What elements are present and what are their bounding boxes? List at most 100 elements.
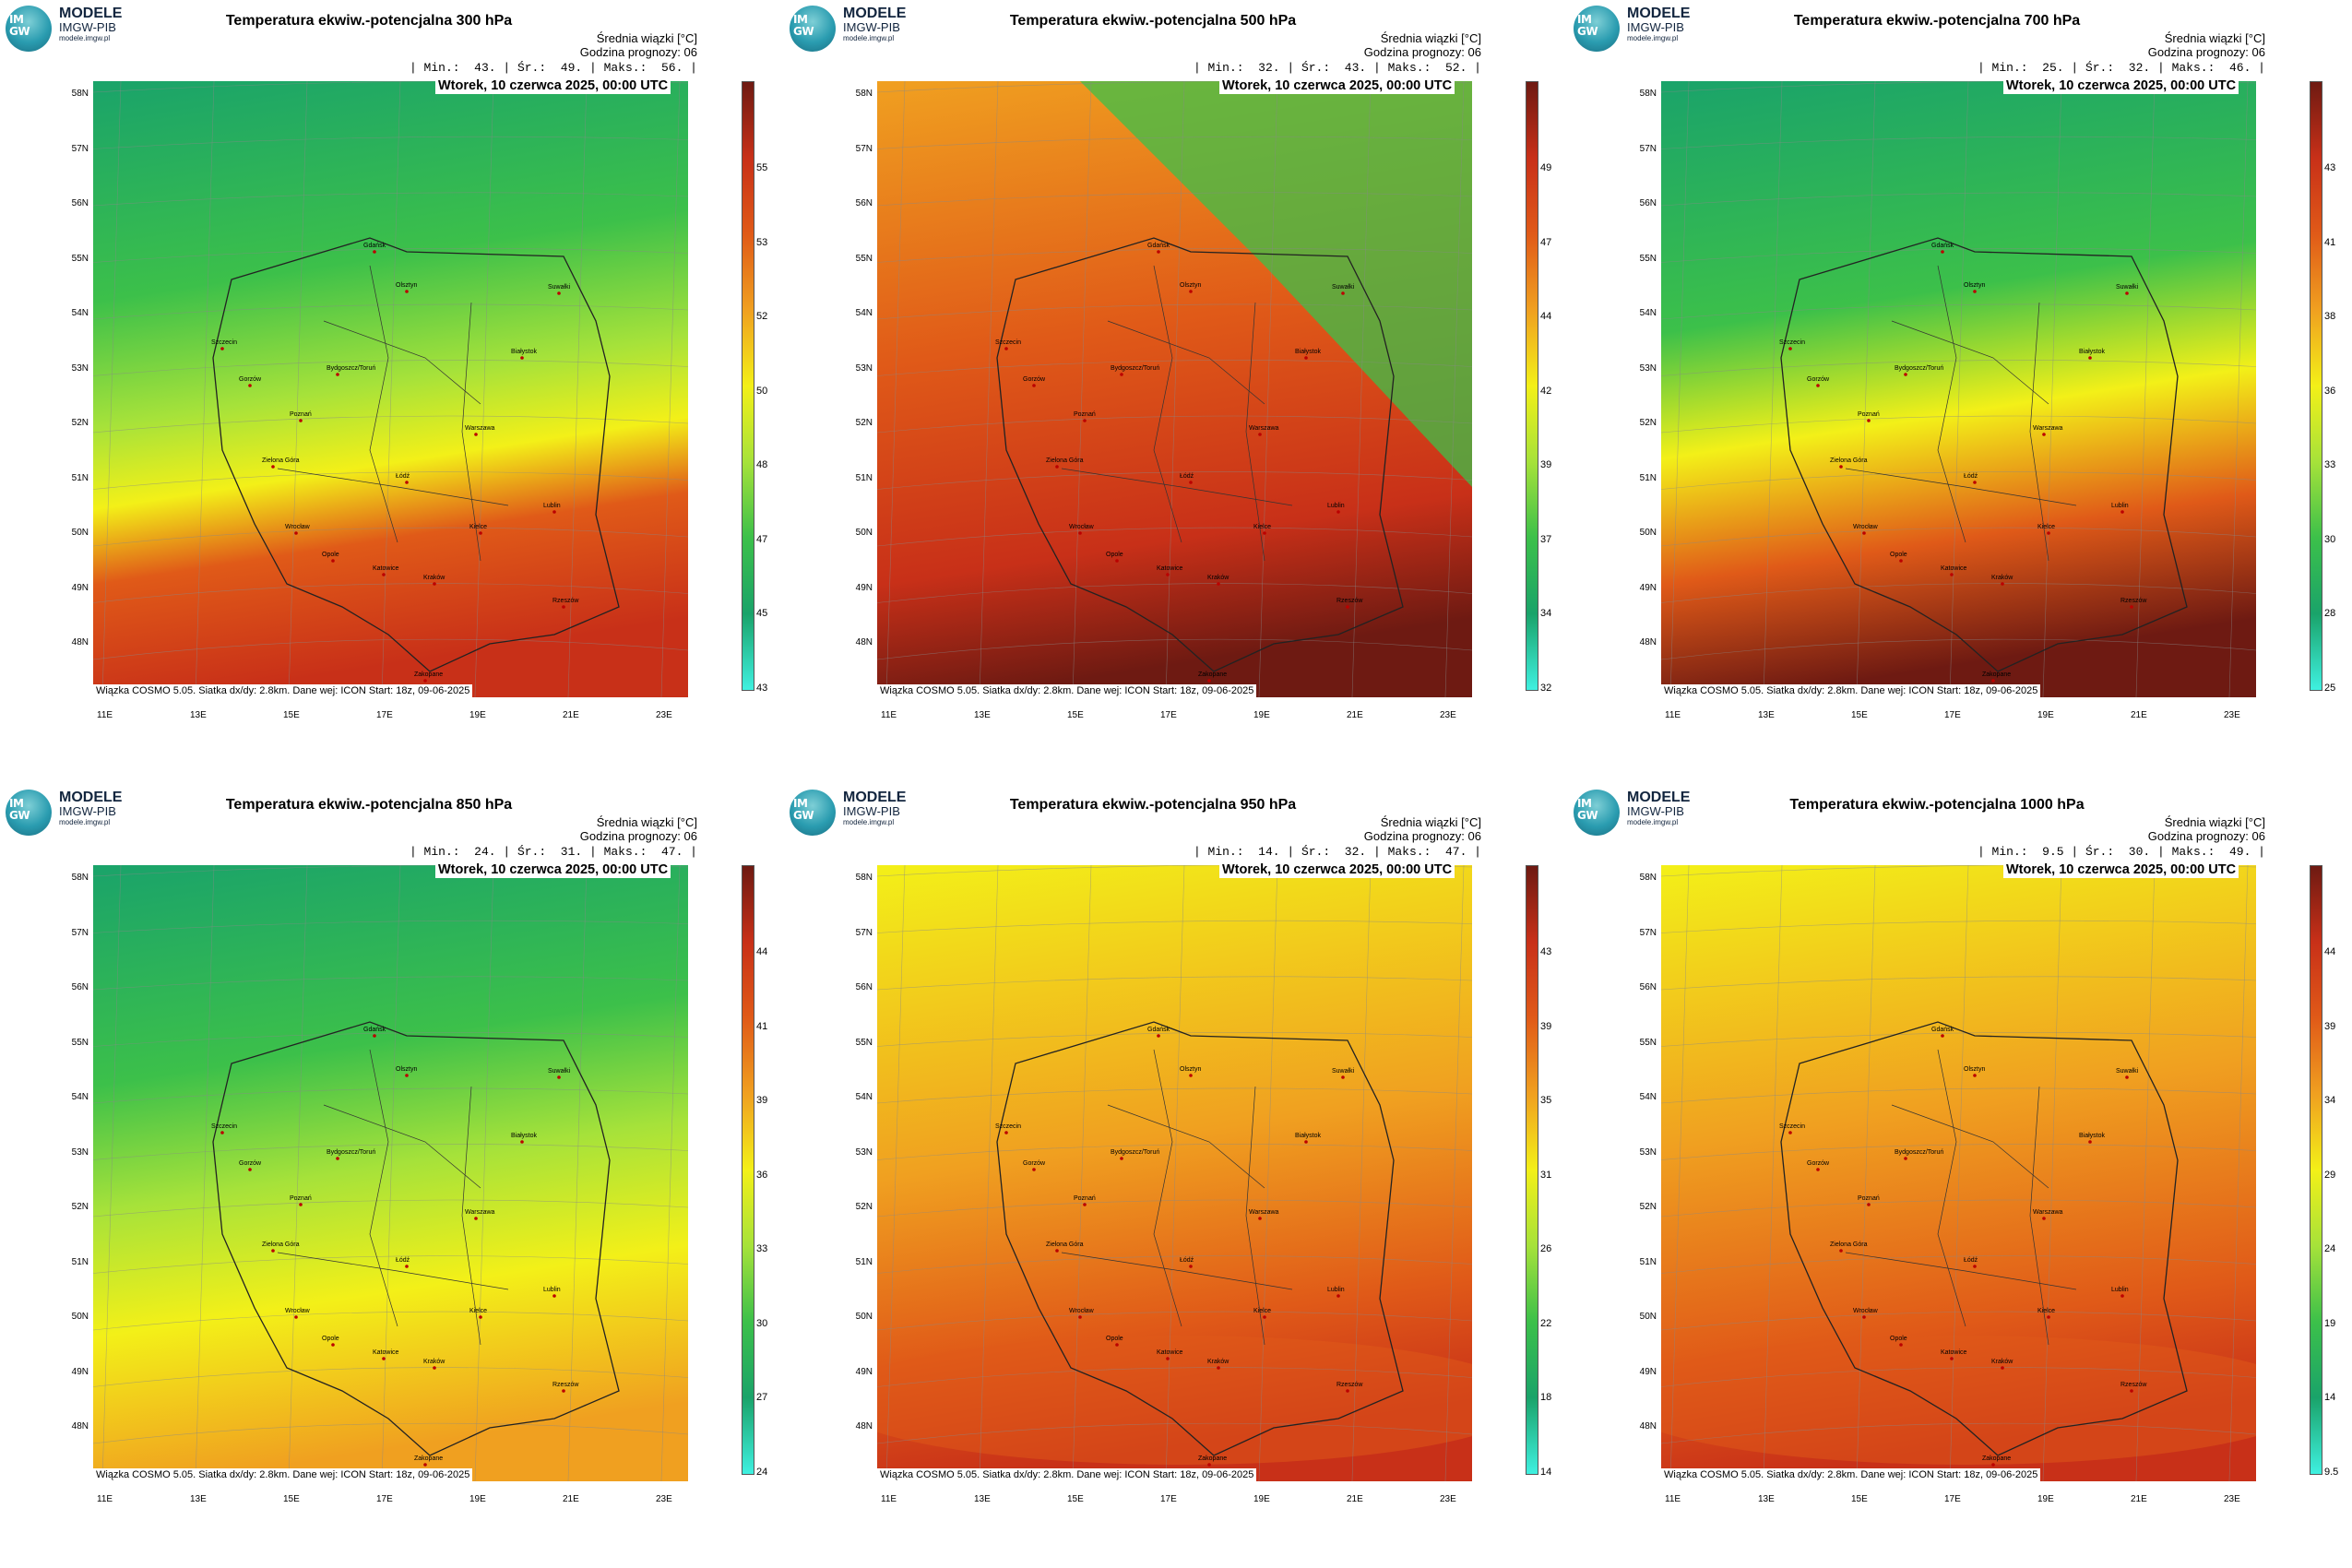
lat-label: 55N: [1639, 1037, 1657, 1048]
city-marker: [1862, 531, 1866, 535]
city-marker: [2042, 433, 2046, 436]
city-label: Białystok: [511, 349, 538, 355]
brand-block: MODELE IMGW-PIB modele.imgw.pl: [843, 6, 906, 43]
city-marker: [2125, 291, 2129, 295]
city-label: Wrocław: [1069, 1308, 1095, 1314]
lat-label: 50N: [855, 1312, 873, 1322]
city-marker: [1055, 1249, 1059, 1253]
city-marker: [2042, 1217, 2046, 1220]
city-marker: [1839, 1249, 1843, 1253]
lat-label: 56N: [1639, 982, 1657, 992]
city-label: Łódź: [396, 1257, 410, 1264]
lon-label: 15E: [1851, 1494, 1868, 1504]
colorbar-tick: 47: [756, 533, 768, 545]
lat-label: 54N: [71, 1092, 89, 1102]
lat-label: 55N: [1639, 253, 1657, 264]
city-marker: [220, 1131, 224, 1134]
colorbar-tick: 26: [1540, 1243, 1552, 1254]
city-label: Poznań: [1858, 411, 1880, 418]
city-marker: [1263, 531, 1266, 535]
panel-title: Temperatura ekwiw.-potencjalna 950 hPa: [1009, 797, 1297, 813]
city-marker: [1217, 582, 1220, 586]
city-marker: [1078, 531, 1082, 535]
panel-title: Temperatura ekwiw.-potencjalna 850 hPa: [225, 797, 513, 813]
lat-label: 51N: [71, 472, 89, 483]
city-marker: [248, 384, 252, 387]
city-marker: [1341, 1075, 1345, 1079]
lat-label: 53N: [855, 362, 873, 374]
forecast-date: Wtorek, 10 czerwca 2025, 00:00 UTC: [435, 77, 671, 94]
colorbar-tick: 47: [1540, 236, 1552, 248]
city-marker: [1788, 1131, 1792, 1134]
imgw-logo: IM GW: [1574, 6, 1620, 52]
city-marker: [474, 433, 478, 436]
forecast-panel-2: IM GW MODELE IMGW-PIB modele.imgw.pl Temp…: [1568, 0, 2352, 784]
city-marker: [2130, 1389, 2133, 1393]
forecast-panel-0: IM GW MODELE IMGW-PIB modele.imgw.pl Temp…: [0, 0, 784, 784]
city-label: Lublin: [543, 1287, 561, 1293]
city-marker: [2088, 1140, 2092, 1144]
city-label: Wrocław: [285, 1308, 311, 1314]
brand-block: MODELE IMGW-PIB modele.imgw.pl: [59, 790, 122, 827]
city-label: Bydgoszcz/Toruń: [1111, 1149, 1159, 1156]
lat-label: 48N: [1639, 1421, 1657, 1431]
city-marker: [382, 573, 386, 576]
city-label: Zielona Góra: [1046, 1241, 1084, 1248]
forecast-panel-5: IM GW MODELE IMGW-PIB modele.imgw.pl Temp…: [1568, 784, 2352, 1568]
city-marker: [1217, 1366, 1220, 1370]
lat-label: 54N: [855, 1092, 873, 1102]
city-marker: [1115, 1343, 1119, 1347]
city-marker: [1346, 1389, 1349, 1393]
imgw-logo: IM GW: [6, 790, 52, 836]
lat-label: 56N: [855, 198, 873, 208]
city-marker: [1189, 290, 1193, 293]
city-marker: [552, 1294, 556, 1298]
city-marker: [220, 347, 224, 350]
lon-label: 23E: [2224, 1494, 2240, 1504]
colorbar-tick: 30: [756, 1317, 768, 1329]
city-label: Białystok: [1295, 1133, 1322, 1139]
city-label: Gorzów: [239, 1160, 262, 1167]
colorbar-tick: 34: [2324, 1095, 2336, 1106]
city-label: Białystok: [2079, 1133, 2106, 1139]
info-block: Średnia wiązki [°C] Godzina prognozy: 06: [1363, 815, 1481, 843]
city-marker: [2047, 531, 2050, 535]
lat-label: 53N: [71, 1146, 89, 1158]
lon-label: 21E: [1347, 710, 1363, 720]
colorbar: [2310, 81, 2322, 691]
city-marker: [405, 1074, 409, 1077]
forecast-date: Wtorek, 10 czerwca 2025, 00:00 UTC: [1219, 861, 1455, 878]
forecast-panel-3: IM GW MODELE IMGW-PIB modele.imgw.pl Temp…: [0, 784, 784, 1568]
city-marker: [1166, 573, 1170, 576]
lat-label: 51N: [855, 472, 873, 483]
panel-title: Temperatura ekwiw.-potencjalna 700 hPa: [1793, 13, 2081, 29]
forecast-date: Wtorek, 10 czerwca 2025, 00:00 UTC: [1219, 77, 1455, 94]
colorbar-tick: 50: [756, 385, 768, 397]
city-label: Bydgoszcz/Toruń: [1895, 365, 1943, 372]
brand-line1: MODELE: [59, 6, 123, 21]
city-label: Gdańsk: [363, 243, 386, 249]
lon-label: 19E: [2037, 1494, 2054, 1504]
lon-label: 11E: [881, 710, 897, 720]
city-label: Opole: [1890, 1336, 1907, 1342]
city-label: Łódź: [1180, 473, 1194, 480]
lat-label: 49N: [855, 1366, 873, 1377]
forecast-date: Wtorek, 10 czerwca 2025, 00:00 UTC: [2003, 77, 2239, 94]
city-marker: [1950, 573, 1954, 576]
lat-label: 54N: [71, 308, 89, 318]
map-area: Gdańsk Olsztyn Suwałki Szczecin Białystok Byd…: [877, 865, 1472, 1481]
forecast-date: Wtorek, 10 czerwca 2025, 00:00 UTC: [2003, 861, 2239, 878]
city-label: Suwałki: [1332, 284, 1355, 291]
city-label: Bydgoszcz/Toruń: [327, 1149, 375, 1156]
city-marker: [405, 290, 409, 293]
city-label: Olsztyn: [396, 1066, 417, 1073]
city-label: Rzeszów: [2120, 598, 2147, 604]
lat-label: 54N: [1639, 308, 1657, 318]
lat-label: 57N: [71, 143, 89, 154]
lon-label: 13E: [190, 710, 207, 720]
city-marker: [1336, 510, 1340, 514]
lat-label: 50N: [1639, 528, 1657, 538]
lat-label: 57N: [1639, 927, 1657, 938]
city-marker: [474, 1217, 478, 1220]
city-label: Zielona Góra: [262, 457, 300, 464]
